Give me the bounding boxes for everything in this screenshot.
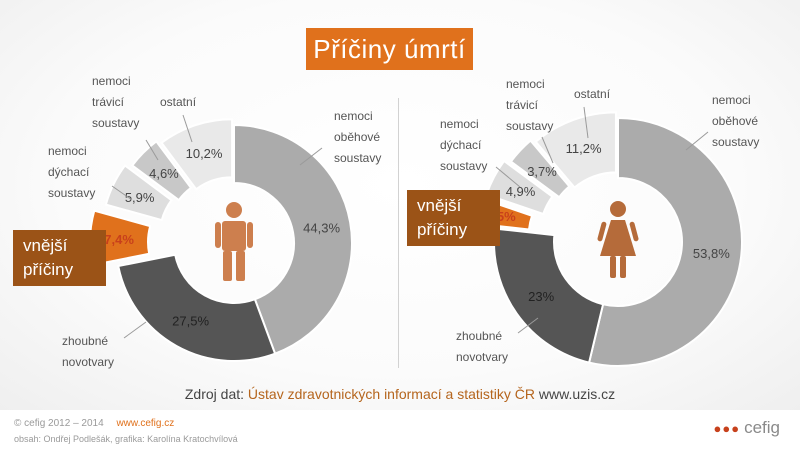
category-label-other: ostatní — [160, 95, 197, 109]
credits: obsah: Ondřej Podlešák, grafika: Karolín… — [14, 434, 238, 444]
value-label-circulatory: 44,3% — [303, 220, 340, 235]
leader-line-digestive — [145, 139, 159, 161]
donut-charts: 44,3% 27,5% 7,4% 5,9% 4,6% 10,2% nemoci oběhové… — [48, 74, 759, 369]
donut-chart-female: 53,8%23%3,5%4,9%3,7%11,2%nemoci oběhové so… — [440, 77, 759, 367]
donut-chart-male: 44,3% 27,5% 7,4% 5,9% 4,6% 10,2% nemoci oběhové… — [48, 74, 381, 369]
category-label-cancer: zhoubné novotvary — [62, 334, 114, 369]
external-causes-box-female: vnější příčiny — [407, 190, 500, 246]
slice-circulatory — [587, 116, 743, 367]
source-org-link[interactable]: Ústav zdravotnických informací a statist… — [247, 386, 535, 402]
value-label-other: 10,2% — [186, 146, 223, 161]
slice-respiratory — [485, 159, 554, 216]
category-label-circulatory: nemoci oběhové soustavy — [334, 109, 381, 165]
category-label-digestive: nemoci trávicí soustavy — [92, 74, 139, 130]
cefig-logo: ●●● cefig — [714, 418, 780, 438]
external-causes-label-line2: příčiny — [417, 220, 468, 239]
value-label-digestive: 4,6% — [149, 166, 179, 181]
page-title: Příčiny úmrtí — [306, 28, 473, 70]
male-figure-icon — [215, 202, 253, 281]
slice-other — [534, 111, 617, 189]
footer — [0, 410, 800, 453]
value-label-other: 11,2% — [566, 141, 602, 156]
source-prefix: Zdroj dat: — [184, 386, 245, 402]
leader-line-cancer — [517, 317, 539, 334]
value-label-respiratory: 5,9% — [125, 190, 155, 205]
category-label-other: ostatní — [574, 87, 611, 101]
external-causes-label-line2: příčiny — [23, 260, 74, 279]
value-label-circulatory: 53,8% — [693, 246, 730, 261]
copyright-text: © cefig 2012 – 2014 — [14, 418, 104, 429]
slice-digestive — [509, 139, 571, 199]
value-label-external: 7,4% — [104, 232, 134, 247]
copyright: © cefig 2012 – 2014 www.cefig.cz — [14, 418, 174, 429]
external-causes-box-male: vnější příčiny — [13, 230, 106, 286]
female-figure-icon — [597, 201, 639, 278]
leader-line-respiratory — [111, 185, 133, 201]
value-label-cancer: 27,5% — [172, 314, 209, 329]
slice-cancer — [117, 253, 277, 362]
data-source: Zdroj dat: Ústav zdravotnických informac… — [0, 386, 800, 402]
category-label-respiratory: nemoci dýchací soustavy — [440, 117, 487, 173]
leader-line-circulatory — [685, 131, 709, 151]
leader-line-other — [583, 106, 589, 139]
leader-line-respiratory — [495, 166, 521, 188]
divider — [398, 98, 399, 368]
slice-digestive — [130, 139, 193, 202]
category-label-respiratory: nemoci dýchací soustavy — [48, 144, 95, 200]
site-link[interactable]: www.cefig.cz — [116, 418, 175, 429]
logo-text: cefig — [744, 418, 780, 437]
logo-dots-icon: ●●● — [713, 421, 741, 436]
leader-line-other — [182, 114, 193, 143]
leader-line-digestive — [541, 136, 554, 164]
category-label-cancer: zhoubné novotvary — [456, 329, 508, 364]
external-causes-label-line1: vnější — [23, 236, 68, 255]
slice-other — [160, 118, 234, 191]
slice-circulatory — [233, 123, 353, 355]
external-causes-label-line1: vnější — [417, 196, 462, 215]
value-label-cancer: 23% — [528, 289, 554, 304]
source-url-link[interactable]: www.uzis.cz — [538, 386, 616, 402]
category-label-circulatory: nemoci oběhové soustavy — [712, 93, 759, 149]
leader-line-cancer — [123, 321, 147, 339]
slice-respiratory — [104, 164, 173, 222]
value-label-respiratory: 4,9% — [506, 184, 536, 199]
category-label-digestive: nemoci trávicí soustavy — [506, 77, 553, 133]
leader-line-circulatory — [299, 147, 323, 166]
value-label-digestive: 3,7% — [527, 164, 557, 179]
